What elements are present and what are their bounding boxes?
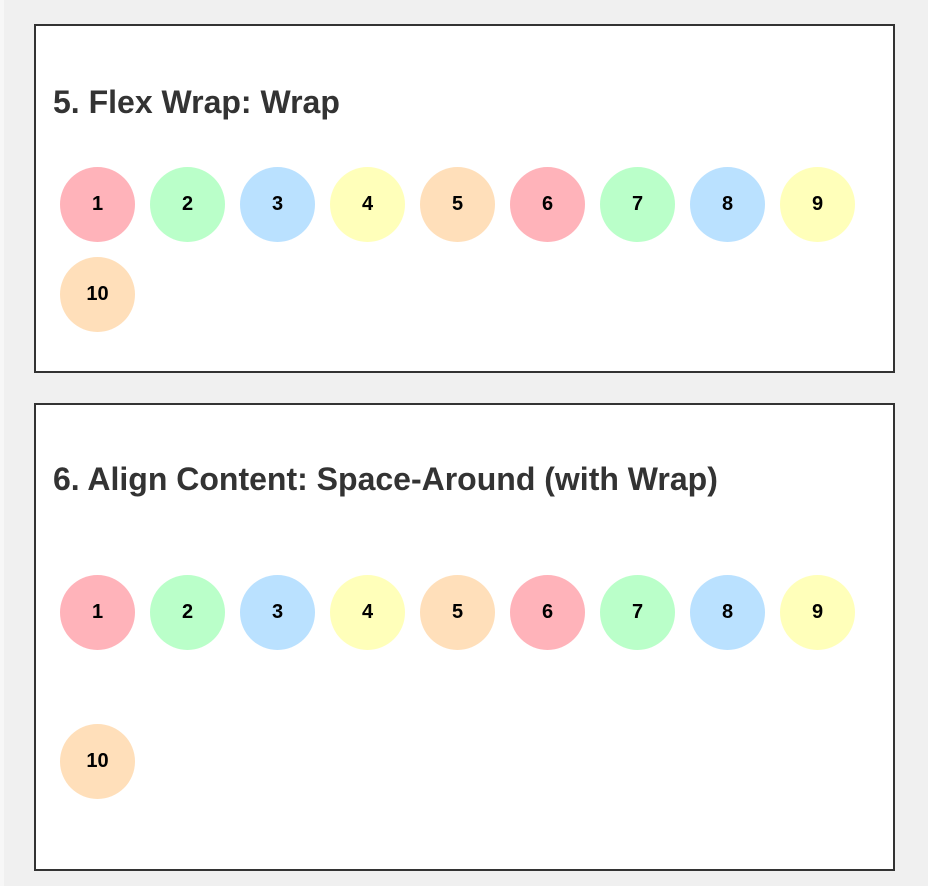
- flex-item-circle: 2: [150, 575, 225, 650]
- flex-item-circle: 9: [780, 575, 855, 650]
- flex-item-circle: 5: [420, 167, 495, 242]
- flex-item-circle: 3: [240, 167, 315, 242]
- flex-item-circle: 2: [150, 167, 225, 242]
- flex-item-circle: 1: [60, 575, 135, 650]
- flex-item-circle: 4: [330, 575, 405, 650]
- left-edge-strip: [0, 0, 4, 886]
- align-content-panel: 6. Align Content: Space-Around (with Wra…: [34, 403, 895, 871]
- flex-item-circle: 6: [510, 167, 585, 242]
- flex-item-circle: 9: [780, 167, 855, 242]
- flex-item-circle: 5: [420, 575, 495, 650]
- flex-item-circle: 7: [600, 167, 675, 242]
- flex-wrap-panel: 5. Flex Wrap: Wrap 1 2 3 4 5 6 7 8 9 10: [34, 24, 895, 373]
- flex-item-circle: 3: [240, 575, 315, 650]
- flex-item-circle: 10: [60, 257, 135, 332]
- panel-title: 5. Flex Wrap: Wrap: [53, 84, 340, 120]
- flex-item-circle: 4: [330, 167, 405, 242]
- flex-item-circle: 8: [690, 575, 765, 650]
- panel-title: 6. Align Content: Space-Around (with Wra…: [53, 461, 718, 497]
- flex-item-circle: 6: [510, 575, 585, 650]
- flex-item-circle: 1: [60, 167, 135, 242]
- flex-item-circle: 7: [600, 575, 675, 650]
- flex-item-circle: 10: [60, 724, 135, 799]
- flex-item-circle: 8: [690, 167, 765, 242]
